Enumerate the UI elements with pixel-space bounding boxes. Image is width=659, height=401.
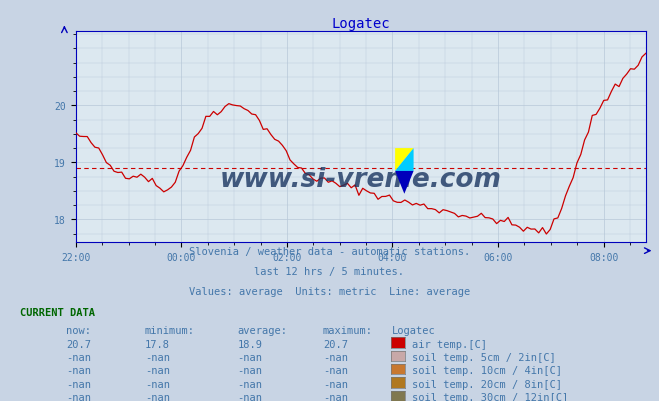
Text: last 12 hrs / 5 minutes.: last 12 hrs / 5 minutes. — [254, 267, 405, 277]
Title: Logatec: Logatec — [331, 17, 390, 31]
Text: average:: average: — [237, 325, 287, 335]
Text: -nan: -nan — [66, 379, 91, 389]
Polygon shape — [395, 149, 414, 172]
Polygon shape — [395, 172, 414, 194]
Text: -nan: -nan — [66, 392, 91, 401]
Text: 17.8: 17.8 — [145, 339, 170, 349]
Text: -nan: -nan — [323, 379, 348, 389]
Text: 18.9: 18.9 — [237, 339, 262, 349]
Text: -nan: -nan — [323, 352, 348, 362]
Text: -nan: -nan — [145, 365, 170, 375]
Text: -nan: -nan — [237, 392, 262, 401]
Text: maximum:: maximum: — [323, 325, 373, 335]
Text: air temp.[C]: air temp.[C] — [412, 339, 487, 349]
Text: minimum:: minimum: — [145, 325, 195, 335]
Text: -nan: -nan — [145, 379, 170, 389]
Text: -nan: -nan — [323, 392, 348, 401]
Text: -nan: -nan — [66, 352, 91, 362]
Text: -nan: -nan — [145, 352, 170, 362]
Text: soil temp. 30cm / 12in[C]: soil temp. 30cm / 12in[C] — [412, 392, 568, 401]
Text: Logatec: Logatec — [392, 325, 436, 335]
Text: CURRENT DATA: CURRENT DATA — [20, 307, 95, 317]
Text: 20.7: 20.7 — [323, 339, 348, 349]
Text: -nan: -nan — [237, 365, 262, 375]
Text: -nan: -nan — [66, 365, 91, 375]
Text: soil temp. 5cm / 2in[C]: soil temp. 5cm / 2in[C] — [412, 352, 556, 362]
Text: www.si-vreme.com: www.si-vreme.com — [220, 166, 501, 192]
Text: -nan: -nan — [237, 352, 262, 362]
Text: -nan: -nan — [145, 392, 170, 401]
Text: Slovenia / weather data - automatic stations.: Slovenia / weather data - automatic stat… — [189, 247, 470, 257]
Text: Values: average  Units: metric  Line: average: Values: average Units: metric Line: aver… — [189, 287, 470, 297]
Text: -nan: -nan — [237, 379, 262, 389]
Text: soil temp. 20cm / 8in[C]: soil temp. 20cm / 8in[C] — [412, 379, 562, 389]
Text: -nan: -nan — [323, 365, 348, 375]
Text: now:: now: — [66, 325, 91, 335]
Polygon shape — [395, 149, 414, 172]
Text: 20.7: 20.7 — [66, 339, 91, 349]
Text: soil temp. 10cm / 4in[C]: soil temp. 10cm / 4in[C] — [412, 365, 562, 375]
